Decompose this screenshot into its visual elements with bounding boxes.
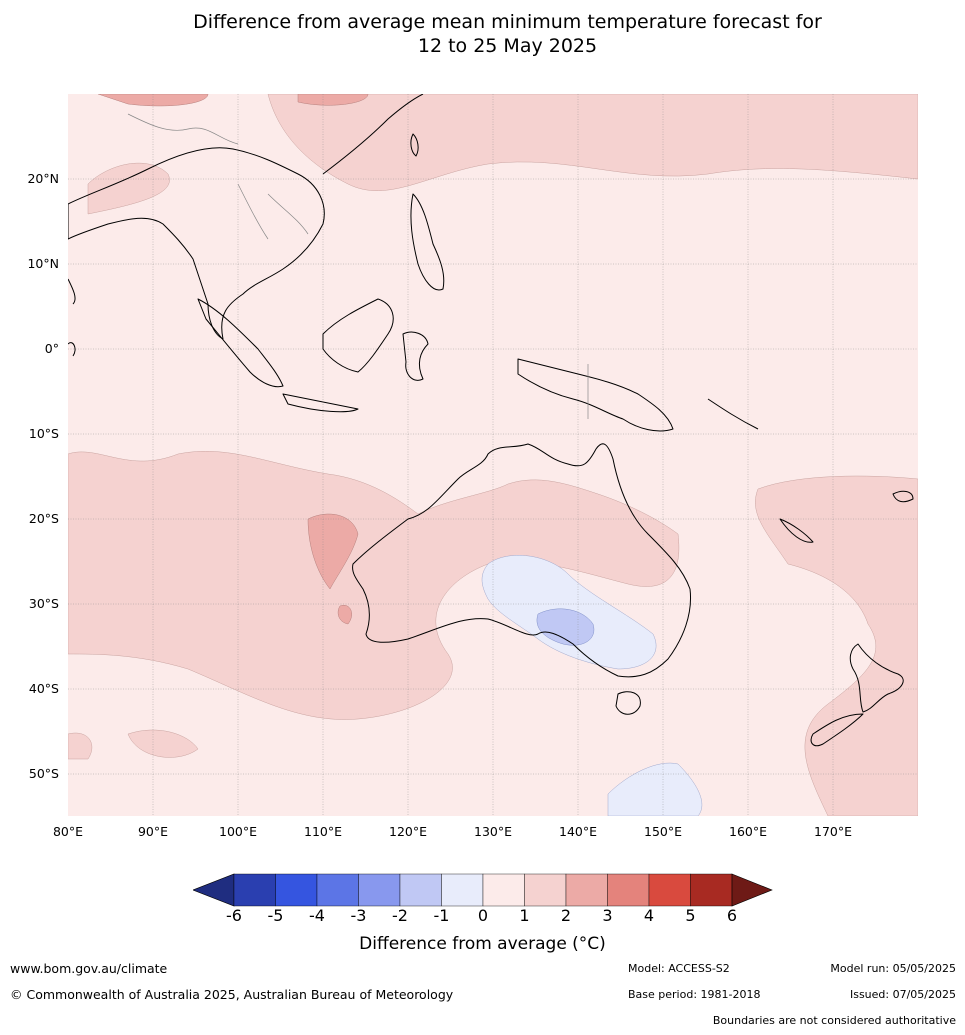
lat-label-30s: 30°S [28, 596, 59, 611]
anomaly-region-northern-pacific [267, 94, 918, 191]
colorbar-tick: -5 [267, 906, 284, 925]
colorbar-segment [233, 873, 276, 907]
lon-label-140e: 140°E [558, 824, 598, 839]
colorbar-segment [565, 873, 608, 907]
colorbar-segment [441, 873, 484, 907]
colorbar-segment [399, 873, 442, 907]
title-line-1: Difference from average mean minimum tem… [193, 11, 822, 33]
colorbar-tick: 1 [519, 906, 530, 925]
colorbar-tick: -2 [392, 906, 408, 925]
model-run-text: Model run: 05/05/2025 [830, 962, 956, 975]
colorbar-segment [607, 873, 650, 907]
lon-label-100e: 100°E [218, 824, 258, 839]
coastline-india-east [68, 278, 76, 305]
graticule [68, 94, 918, 816]
coastline-new-zealand-north [849, 643, 904, 713]
colorbar-tick: 5 [685, 906, 696, 925]
colorbar-tick: 0 [477, 906, 489, 925]
colorbar-label: Difference from average (°C) [359, 934, 606, 954]
lon-label-120e: 120°E [388, 824, 428, 839]
lon-label-160e: 160°E [728, 824, 768, 839]
coastline-new-guinea [517, 358, 674, 432]
colorbar-segment [275, 873, 318, 907]
lon-label-170e: 170°E [813, 824, 853, 839]
anomaly-region-indian-ocean-band [68, 451, 680, 720]
lon-label-150e: 150°E [643, 824, 683, 839]
lat-label-20n: 20°N [27, 171, 59, 186]
coastline-new-zealand-south [810, 713, 864, 747]
coastline-philippines [410, 193, 445, 291]
colorbar [193, 873, 773, 907]
colorbar-segment [482, 873, 525, 907]
map-title: Difference from average mean minimum tem… [0, 10, 965, 58]
colorbar-tick: 6 [726, 906, 738, 925]
coastline-sulawesi [402, 331, 429, 381]
anomaly-region-small-warm-patch [337, 604, 352, 625]
colorbar-segments [193, 873, 773, 907]
coastline-tasmania [615, 691, 641, 715]
title-line-2: 12 to 25 May 2025 [417, 35, 598, 57]
lon-label-130e: 130°E [473, 824, 513, 839]
issued-text: Issued: 07/05/2025 [849, 988, 956, 1001]
map-canvas [68, 94, 918, 816]
colorbar-arrow-high [731, 873, 773, 907]
anomaly-region-east-china [297, 94, 369, 106]
colorbar-tick: 3 [602, 906, 613, 925]
model-text: Model: ACCESS-S2 [628, 962, 730, 975]
coastlines [68, 94, 914, 747]
lat-label-10n: 10°N [27, 256, 59, 271]
copyright-text: © Commonwealth of Australia 2025, Austra… [10, 987, 454, 1002]
colorbar-segment [648, 873, 691, 907]
disclaimer-text: Boundaries are not considered authoritat… [712, 1014, 956, 1027]
coastline-borneo [322, 298, 394, 373]
coastline-solomon-islands [707, 398, 759, 430]
colorbar-tick: 4 [643, 906, 655, 925]
coastline-sumatra [197, 298, 284, 388]
coastline-taiwan [410, 133, 419, 157]
colorbar-tick: -6 [226, 906, 242, 925]
colorbar-tick: 2 [560, 906, 572, 925]
colorbar-segment [316, 873, 359, 907]
colorbar-arrow-low [193, 873, 235, 907]
lat-label-50s: 50°S [28, 766, 59, 781]
coastline-java [282, 393, 359, 413]
coastline-new-caledonia [779, 518, 814, 543]
lat-label-10s: 10°S [28, 426, 59, 441]
coastline-mainland-asia [68, 147, 325, 340]
coastline-sri-lanka [68, 342, 76, 357]
anomaly-1-2-regions [68, 94, 918, 816]
colorbar-segment [358, 873, 401, 907]
anomaly-region-southern-ocean-cool [607, 762, 703, 816]
colorbar-tick: -3 [350, 906, 367, 925]
lon-label-90e: 90°E [137, 824, 169, 839]
anomaly-neg2-regions [536, 608, 595, 646]
map-area [68, 94, 918, 816]
anomaly-region-gulf-cool [536, 608, 595, 646]
colorbar-segment [524, 873, 567, 907]
lat-label-40s: 40°S [28, 681, 59, 696]
coastline-east-china [322, 94, 424, 175]
lon-label-80e: 80°E [52, 824, 84, 839]
base-period-text: Base period: 1981-2018 [628, 988, 761, 1001]
lat-label-20s: 20°S [28, 511, 59, 526]
anomaly-region-west-of-australia [307, 513, 359, 590]
colorbar-tick: -1 [433, 906, 450, 925]
lat-label-0: 0° [44, 341, 59, 356]
coastline-fiji [892, 490, 914, 503]
anomaly-region-south-china-sea [87, 162, 170, 215]
anomaly-region-tasman-sea [755, 475, 918, 816]
country-borders [127, 113, 589, 419]
colorbar-segment [690, 873, 733, 907]
anomaly-region-southern-ocean-2 [68, 732, 93, 760]
website-link[interactable]: www.bom.gov.au/climate [10, 961, 168, 976]
coastline-australia [352, 443, 692, 678]
lon-label-110e: 110°E [303, 824, 343, 839]
anomaly-region-southern-ocean-1 [127, 729, 199, 758]
colorbar-tick: -4 [309, 906, 325, 925]
